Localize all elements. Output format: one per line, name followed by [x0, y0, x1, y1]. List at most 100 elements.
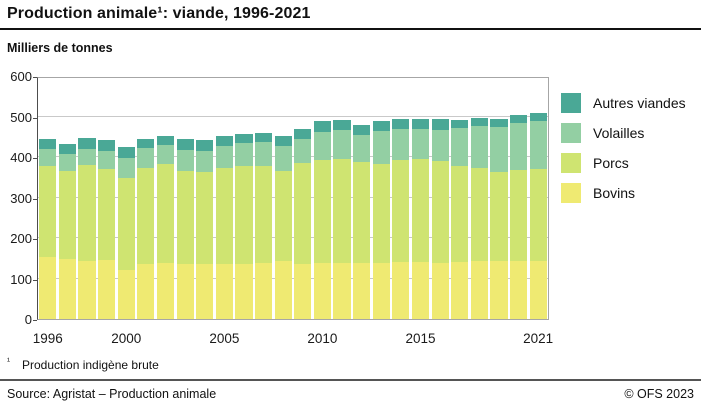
- x-axis-label-2021: 2021: [523, 331, 554, 346]
- segment-volailles: [451, 127, 469, 167]
- bar-2020: [509, 115, 528, 319]
- y-axis-tick-500: [33, 117, 37, 119]
- segment-porcs: [235, 166, 253, 264]
- segment-porcs: [294, 163, 312, 264]
- x-axis-label-2010: 2010: [307, 331, 338, 346]
- segment-autres-viandes: [254, 132, 273, 143]
- bar-2021: [529, 113, 547, 319]
- segment-autres-viandes: [58, 144, 77, 154]
- gridline-400: [38, 156, 548, 157]
- segment-volailles: [294, 138, 312, 164]
- segment-autres-viandes: [78, 138, 96, 149]
- legend-item-porcs: Porcs: [561, 153, 686, 173]
- y-axis-label-100: 100: [10, 271, 32, 287]
- bar-2000: [117, 147, 135, 319]
- bar-2013: [372, 120, 390, 319]
- legend-label: Volailles: [593, 125, 645, 141]
- segment-volailles: [509, 123, 528, 170]
- segment-volailles: [58, 153, 77, 172]
- segment-volailles: [333, 130, 351, 160]
- x-axis-label-2000: 2000: [111, 331, 142, 346]
- segment-volailles: [215, 146, 233, 169]
- segment-porcs: [509, 169, 528, 262]
- legend-swatch-autres-viandes: [561, 93, 581, 113]
- y-axis-tick-200: [33, 239, 37, 240]
- segment-porcs: [490, 171, 508, 261]
- segment-volailles: [353, 135, 371, 162]
- segment-bovins: [137, 264, 155, 319]
- segment-autres-viandes: [156, 135, 175, 146]
- segment-autres-viandes: [509, 115, 528, 124]
- segment-porcs: [78, 164, 96, 262]
- segment-volailles: [313, 132, 332, 161]
- segment-bovins: [392, 262, 410, 319]
- bar-2012: [353, 125, 371, 319]
- bar-2017: [451, 119, 469, 319]
- bar-2007: [254, 132, 273, 319]
- gridline-200: [38, 237, 548, 238]
- segment-porcs: [39, 165, 57, 258]
- segment-porcs: [137, 167, 155, 265]
- bar-2004: [196, 140, 214, 319]
- bar-2001: [137, 138, 155, 319]
- gridline-300: [38, 196, 548, 198]
- bar-2005: [215, 135, 233, 319]
- bar-2018: [470, 117, 488, 319]
- segment-autres-viandes: [98, 140, 116, 151]
- segment-volailles: [78, 148, 96, 165]
- segment-autres-viandes: [490, 119, 508, 128]
- segment-volailles: [196, 150, 214, 172]
- segment-autres-viandes: [274, 136, 292, 147]
- copyright-text: © OFS 2023: [624, 387, 694, 401]
- segment-porcs: [451, 166, 469, 262]
- bar-1999: [98, 140, 116, 319]
- segment-bovins: [78, 261, 96, 319]
- gridline-100: [38, 277, 548, 279]
- footnote-text: Production indigène brute: [22, 358, 159, 372]
- segment-porcs: [313, 160, 332, 263]
- footnote: ¹ Production indigène brute: [7, 356, 159, 372]
- segment-porcs: [392, 159, 410, 263]
- segment-autres-viandes: [137, 138, 155, 149]
- segment-volailles: [98, 150, 116, 170]
- bar-2019: [490, 119, 508, 319]
- segment-bovins: [58, 259, 77, 319]
- bar-1998: [78, 138, 96, 319]
- segment-volailles: [392, 129, 410, 160]
- segment-volailles: [411, 128, 430, 159]
- segment-volailles: [137, 148, 155, 168]
- segment-autres-viandes: [39, 139, 57, 150]
- segment-autres-viandes: [215, 135, 233, 147]
- legend-label: Autres viandes: [593, 95, 686, 111]
- segment-autres-viandes: [411, 118, 430, 129]
- segment-bovins: [254, 262, 273, 319]
- y-axis-unit-label: Milliers de tonnes: [7, 41, 113, 55]
- segment-porcs: [529, 169, 547, 262]
- y-axis-label-400: 400: [10, 150, 32, 165]
- segment-bovins: [274, 261, 292, 319]
- segment-porcs: [431, 160, 449, 263]
- segment-autres-viandes: [176, 139, 194, 151]
- bar-1996: [39, 139, 57, 319]
- bar-2003: [176, 139, 194, 319]
- segment-volailles: [470, 125, 488, 168]
- segment-porcs: [98, 169, 116, 261]
- segment-autres-viandes: [392, 119, 410, 130]
- segment-porcs: [196, 171, 214, 265]
- segment-bovins: [431, 262, 449, 319]
- segment-autres-viandes: [333, 120, 351, 131]
- segment-porcs: [58, 171, 77, 260]
- segment-bovins: [372, 262, 390, 319]
- segment-bovins: [353, 263, 371, 319]
- segment-autres-viandes: [431, 118, 449, 130]
- x-axis-label-2005: 2005: [209, 331, 240, 346]
- segment-bovins: [470, 261, 488, 319]
- segment-bovins: [490, 260, 508, 319]
- y-axis-label-600: 600: [10, 69, 32, 84]
- footnote-marker: ¹: [7, 356, 10, 366]
- segment-bovins: [411, 262, 430, 319]
- gridline-500: [38, 115, 548, 117]
- legend-label: Porcs: [593, 155, 629, 171]
- segment-volailles: [490, 127, 508, 172]
- x-axis-label-1996: 1996: [32, 331, 63, 346]
